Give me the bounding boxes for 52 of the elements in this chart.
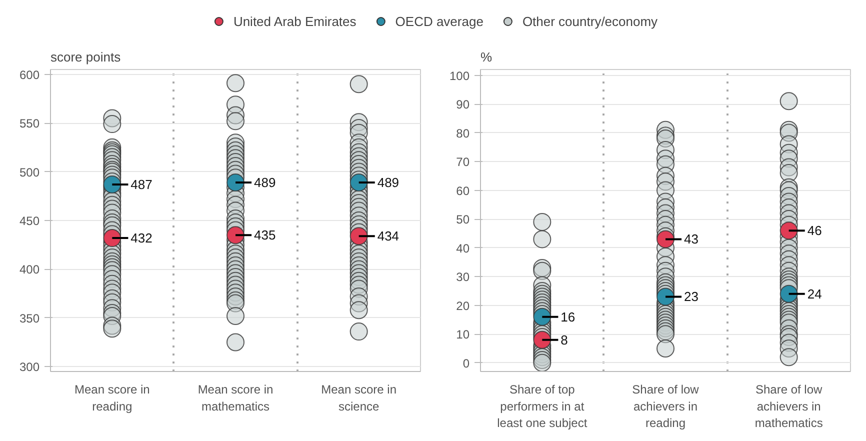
point xyxy=(780,284,798,303)
data-label: 46 xyxy=(807,223,822,238)
y-axis-title: score points xyxy=(50,50,122,64)
x-tick-label: Share of top performers in at least one subject xyxy=(497,382,588,430)
data-label: 24 xyxy=(807,286,822,302)
x-tick-label: Mean score in science xyxy=(321,382,397,414)
data-label: 43 xyxy=(684,232,698,247)
point xyxy=(350,227,368,246)
y-tick-label: 100 xyxy=(449,68,470,83)
data-label: 23 xyxy=(684,289,698,304)
y-tick-label: 550 xyxy=(19,116,40,131)
x-tick-label: Mean score in mathematics xyxy=(198,382,274,414)
data-label: 489 xyxy=(377,175,400,190)
point xyxy=(656,230,674,248)
y-tick-label: 80 xyxy=(456,126,470,140)
y-tick-label: 0 xyxy=(462,356,470,370)
y-tick-label: 40 xyxy=(456,241,470,256)
data-label: 435 xyxy=(254,228,276,243)
point xyxy=(350,174,368,192)
point xyxy=(780,222,798,240)
y-tick-label: 400 xyxy=(19,262,40,277)
data-label: 432 xyxy=(130,230,152,246)
y-tick-label: 500 xyxy=(19,165,40,180)
point xyxy=(226,226,244,244)
y-tick-label: 70 xyxy=(456,155,470,170)
y-tick-label: 60 xyxy=(456,184,470,198)
point xyxy=(103,229,122,248)
data-label: 8 xyxy=(560,332,568,348)
y-tick-label: 90 xyxy=(456,98,470,112)
data-label: 489 xyxy=(254,175,276,190)
point xyxy=(656,288,674,306)
y-tick-label: 450 xyxy=(19,214,40,228)
legend-label: Other country/economy xyxy=(522,14,658,28)
y-tick-label: 350 xyxy=(19,311,40,326)
y-axis-title: % xyxy=(480,50,492,64)
legend-label: United Arab Emirates xyxy=(233,14,356,28)
point xyxy=(533,308,552,326)
y-tick-label: 10 xyxy=(456,328,470,342)
y-tick-label: 30 xyxy=(456,270,470,284)
x-tick-label: Share of low achievers in mathematics xyxy=(754,382,823,430)
y-tick-label: 300 xyxy=(19,360,40,374)
point xyxy=(226,174,244,192)
y-tick-label: 20 xyxy=(456,298,470,313)
x-tick-label: Share of low achievers in reading xyxy=(632,382,700,430)
point xyxy=(533,330,552,349)
y-tick-label: 600 xyxy=(19,68,40,82)
legend-label: OECD average xyxy=(395,14,484,28)
y-tick-label: 50 xyxy=(456,212,470,227)
data-label: 16 xyxy=(560,309,576,324)
data-label: 434 xyxy=(377,228,400,244)
data-label: 487 xyxy=(130,176,152,192)
x-tick-label: Mean score in reading xyxy=(74,382,150,414)
